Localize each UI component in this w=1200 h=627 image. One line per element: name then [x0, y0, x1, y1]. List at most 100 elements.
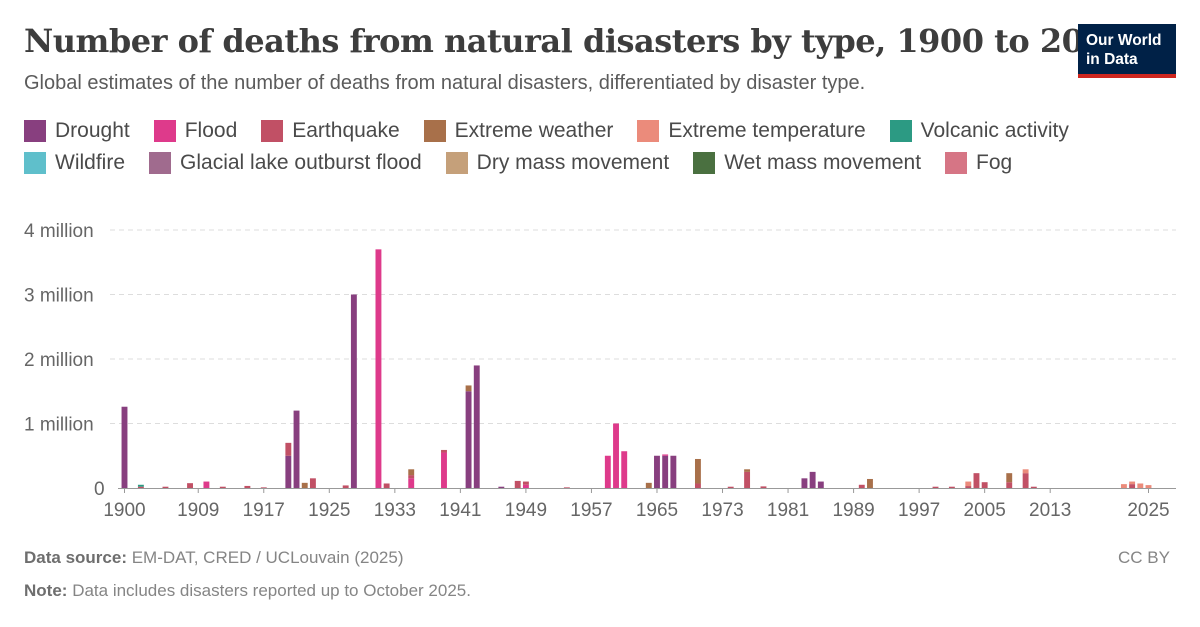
bar-earthquake-1976[interactable] [744, 471, 751, 488]
x-tick-label: 1941 [439, 500, 481, 521]
x-tick-label: 1957 [570, 500, 612, 521]
data-source-text[interactable]: EM-DAT, CRED / UCLouvain (2025) [131, 548, 404, 567]
bar-flood-1935[interactable] [408, 478, 415, 488]
bar-extreme-temperature-2010[interactable] [1022, 469, 1029, 474]
legend-label-wildfire: Wildfire [55, 151, 126, 174]
bar-drought-1942[interactable] [465, 391, 472, 488]
bar-extreme-temperature-2023[interactable] [1129, 481, 1136, 485]
legend-item-extreme-weather[interactable]: Extreme weather [423, 118, 613, 144]
license-link[interactable]: CC BY [1118, 548, 1170, 567]
bar-flood-1931[interactable] [375, 249, 382, 488]
bar-drought-1985[interactable] [817, 481, 824, 488]
bar-flood-1959[interactable] [604, 455, 611, 488]
y-tick-label: 4 million [24, 221, 94, 242]
bar-drought-1984[interactable] [809, 471, 816, 488]
bar-earthquake-1920[interactable] [285, 442, 292, 456]
x-tick-label: 1965 [636, 500, 678, 521]
bar-extreme-temperature-2003[interactable] [965, 481, 972, 487]
legend-item-wet-mass-movement[interactable]: Wet mass movement [693, 150, 921, 176]
legend-item-glacial-lake-outburst-flood[interactable]: Glacial lake outburst flood [149, 150, 422, 176]
legend-item-flood[interactable]: Flood [153, 118, 237, 144]
bar-extreme-weather-1935[interactable] [408, 469, 415, 476]
bar-drought-1943[interactable] [473, 365, 480, 488]
bar-volcanic-activity-1902[interactable] [137, 484, 144, 487]
bar-extreme-temperature-2022[interactable] [1120, 484, 1127, 488]
bar-earthquake-2023[interactable] [1129, 484, 1136, 488]
bar-drought-1966[interactable] [662, 455, 669, 488]
x-tick-label: 1909 [177, 500, 219, 521]
bar-extreme-weather-1942[interactable] [465, 385, 472, 392]
bar-earthquake-2001[interactable] [948, 486, 955, 488]
chart-title: Number of deaths from natural disasters … [24, 22, 1127, 60]
bar-earthquake-2004[interactable] [973, 473, 980, 488]
x-axis: 1900 1909 1917 1925 1933 1941 1949 1957 1965 1973… [103, 488, 1176, 521]
bar-earthquake-2008[interactable] [1006, 482, 1013, 488]
bar-earthquake-2003[interactable] [965, 486, 972, 488]
bar-drought-1900[interactable] [121, 406, 128, 488]
bar-drought-1920[interactable] [285, 455, 292, 488]
bar-earthquake-1923[interactable] [309, 478, 316, 488]
bar-flood-1961[interactable] [621, 451, 628, 488]
bar-drought-1983[interactable] [801, 478, 808, 488]
bar-flood-1910[interactable] [203, 481, 210, 488]
bar-extreme-weather-1922[interactable] [301, 482, 308, 488]
bar-earthquake-2005[interactable] [981, 482, 988, 488]
bar-earthquake-1954[interactable] [563, 487, 570, 489]
legend-swatch-fog [945, 152, 968, 174]
x-tick-label: 2025 [1127, 500, 1169, 521]
legend-item-earthquake[interactable]: Earthquake [261, 118, 400, 144]
x-tick-label: 1925 [308, 500, 350, 521]
bar-flood-1960[interactable] [613, 423, 619, 489]
legend-swatch-extreme-temperature [637, 120, 660, 142]
y-tick-label: 3 million [24, 286, 94, 307]
bar-earthquake-1917[interactable] [260, 487, 267, 489]
bar-earthquake-1912[interactable] [219, 486, 226, 488]
legend-item-dry-mass-movement[interactable]: Dry mass movement [445, 150, 669, 176]
gridlines [110, 229, 1176, 424]
bar-earthquake-1905[interactable] [162, 486, 169, 488]
bar-drought-1928[interactable] [350, 294, 357, 489]
legend-item-fog[interactable]: Fog [945, 150, 1012, 176]
bar-earthquake-1939[interactable] [441, 449, 447, 453]
bar-earthquake-1932[interactable] [383, 483, 390, 488]
bar-extreme-weather-2008[interactable] [1006, 473, 1013, 483]
bar-earthquake-1908[interactable] [187, 483, 193, 488]
bar-earthquake-1974[interactable] [727, 486, 734, 488]
bar-earthquake-1978[interactable] [760, 486, 767, 488]
bar-drought-1967[interactable] [670, 455, 677, 488]
bar-extreme-weather-1991[interactable] [867, 478, 873, 488]
bar-flood-1939[interactable] [441, 452, 447, 488]
chart-plot-area: 1900 1909 1917 1925 1933 1941 1949 1957 1965 1973… [24, 221, 1176, 521]
bar-drought-1965[interactable] [654, 455, 660, 488]
legend-item-drought[interactable]: Drought [24, 118, 130, 144]
logo-line-2: in Data [1086, 51, 1138, 68]
bar-earthquake-2010[interactable] [1022, 473, 1029, 488]
legend-swatch-drought [24, 120, 46, 142]
bar-drought-1946[interactable] [498, 486, 505, 488]
bar-earthquake-1970[interactable] [694, 483, 701, 488]
bar-extreme-weather-1970[interactable] [694, 458, 701, 484]
legend-item-extreme-temperature[interactable]: Extreme temperature [637, 118, 866, 144]
bar-extreme-temperature-2025[interactable] [1145, 485, 1152, 488]
bar-earthquake-1927[interactable] [342, 485, 349, 488]
y-axis-labels: 0 1 million 2 million 3 million 4 million [24, 221, 105, 500]
bar-drought-1921[interactable] [293, 410, 300, 488]
bar-earthquake-1935[interactable] [408, 475, 415, 479]
bar-earthquake-2011[interactable] [1030, 486, 1037, 488]
bar-extreme-weather-1964[interactable] [645, 482, 652, 488]
bar-extreme-temperature-2024[interactable] [1137, 483, 1144, 488]
bar-earthquake-1915[interactable] [244, 485, 251, 488]
bar-earthquake-1999[interactable] [932, 486, 939, 488]
bar-earthquake-1948[interactable] [514, 480, 521, 488]
legend-item-wildfire[interactable]: Wildfire [24, 150, 125, 176]
bar-earthquake-1949[interactable] [522, 481, 529, 485]
bar-earthquake-1990[interactable] [858, 484, 865, 488]
bar-earthquake-1902[interactable] [137, 486, 144, 488]
bar-extreme-weather-1976[interactable] [744, 469, 751, 472]
bar-flood-1949[interactable] [522, 484, 529, 488]
legend-swatch-dry-mass-movement [445, 152, 468, 174]
bar-flood-1966[interactable] [662, 454, 669, 456]
owid-logo[interactable]: Our World in Data [1078, 24, 1176, 78]
legend-item-volcanic-activity[interactable]: Volcanic activity [889, 118, 1069, 144]
bar-marks [121, 249, 1152, 489]
